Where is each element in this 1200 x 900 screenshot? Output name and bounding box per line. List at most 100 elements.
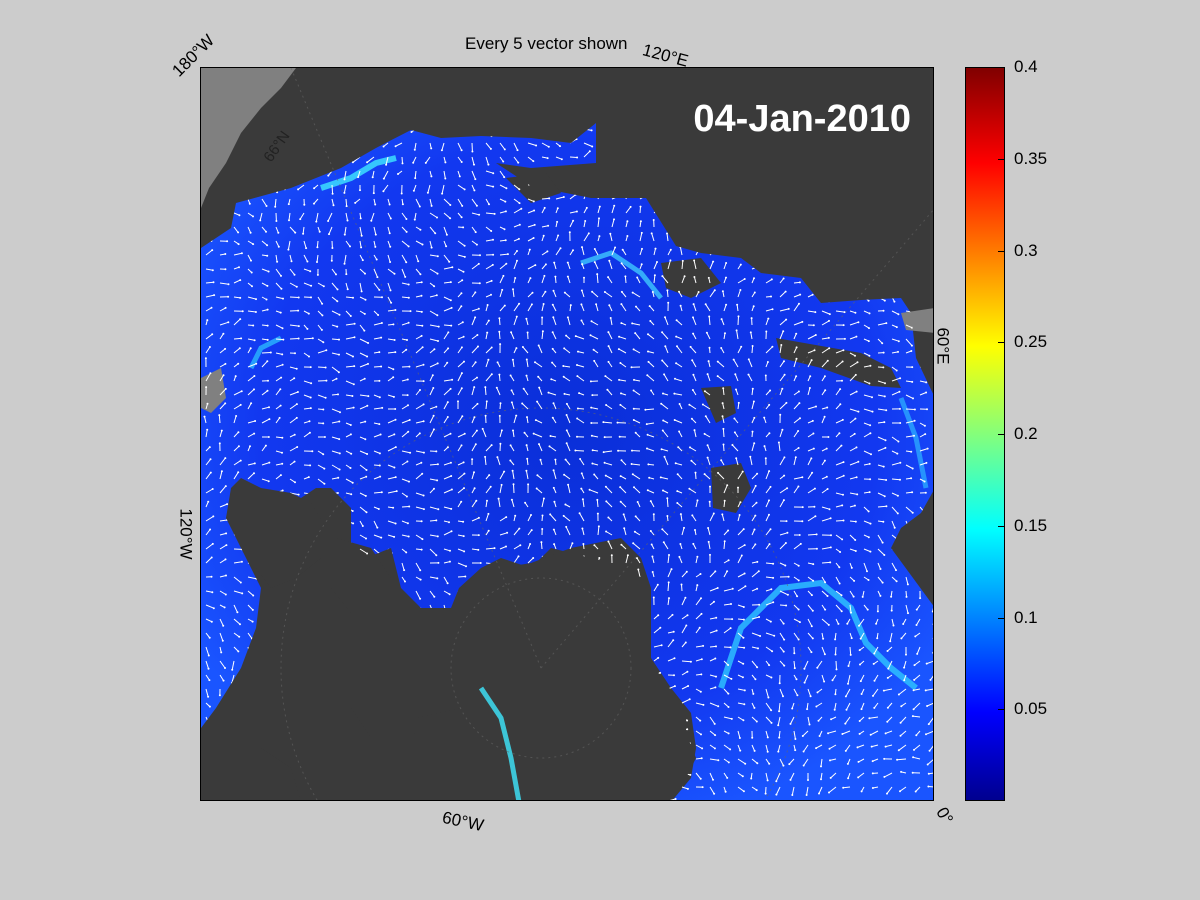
drift-vector-head <box>394 145 397 148</box>
drift-vector <box>275 388 281 396</box>
drift-vector-head <box>810 594 813 597</box>
drift-vector-head <box>287 203 290 206</box>
drift-vector-head <box>679 513 682 516</box>
drift-vector-head <box>930 77 932 79</box>
drift-vector <box>905 268 909 275</box>
drift-vector <box>877 212 881 219</box>
drift-vector-head <box>795 375 798 378</box>
drift-vector-head <box>210 227 213 230</box>
drift-vector <box>499 253 508 256</box>
drift-vector <box>427 184 431 193</box>
drift-vector <box>821 590 828 597</box>
drift-vector <box>793 321 803 326</box>
drift-vector-head <box>794 456 797 459</box>
drift-vector <box>510 445 515 452</box>
drift-vector-head <box>279 404 282 407</box>
drift-vector-head <box>661 528 664 531</box>
drift-vector-head <box>786 531 789 534</box>
drift-vector <box>443 388 451 396</box>
drift-vector <box>626 87 633 91</box>
drift-vector-head <box>417 260 420 263</box>
drift-vector-head <box>839 388 842 391</box>
drift-vector <box>429 660 433 670</box>
drift-vector-head <box>525 444 528 447</box>
drift-vector <box>528 73 533 77</box>
drift-vector <box>499 532 508 536</box>
drift-vector-head <box>867 340 870 343</box>
drift-vector <box>383 660 389 665</box>
drift-vector <box>765 266 775 270</box>
drift-vector-head <box>598 193 601 196</box>
drift-vector <box>737 402 740 410</box>
drift-vector-head <box>674 170 677 173</box>
drift-vector-head <box>854 539 857 541</box>
drift-vector-head <box>723 540 726 543</box>
drift-vector <box>778 702 781 712</box>
drift-vector <box>303 432 311 438</box>
drift-vector-head <box>465 565 467 568</box>
drift-vector-head <box>213 294 216 297</box>
drift-vector-head <box>884 382 886 385</box>
drift-vector <box>499 275 504 284</box>
drift-vector <box>807 488 816 494</box>
drift-vector-head <box>496 361 499 364</box>
drift-vector-head <box>248 202 251 205</box>
drift-vector-head <box>221 639 224 642</box>
drift-vector <box>873 702 879 709</box>
drift-vector-head <box>915 624 918 626</box>
drift-vector-head <box>328 118 330 120</box>
drift-vector <box>765 250 773 256</box>
drift-vector <box>646 422 655 425</box>
drift-vector <box>415 198 421 207</box>
drift-vector <box>396 128 403 134</box>
drift-vector-head <box>782 650 785 653</box>
drift-vector-head <box>394 476 397 479</box>
drift-vector <box>471 443 477 452</box>
drift-vector <box>846 702 851 710</box>
drift-vector <box>256 702 263 710</box>
drift-vector-head <box>237 445 240 448</box>
drift-vector-head <box>893 300 896 303</box>
drift-vector-head <box>685 570 688 573</box>
drift-vector <box>633 419 641 424</box>
drift-vector-head <box>560 158 563 161</box>
drift-vector-head <box>716 375 719 378</box>
drift-vector-head <box>486 304 489 306</box>
drift-vector-head <box>578 392 581 395</box>
drift-vector <box>639 232 643 242</box>
drift-vector-head <box>504 239 507 242</box>
drift-vector-head <box>445 245 448 248</box>
drift-vector-head <box>658 142 661 145</box>
drift-vector-head <box>526 331 529 334</box>
drift-vector-head <box>632 407 635 410</box>
drift-vector-head <box>927 367 930 370</box>
drift-vector-head <box>842 324 845 327</box>
drift-vector <box>632 322 641 326</box>
drift-vector-head <box>517 555 520 558</box>
drift-vector-head <box>662 489 664 492</box>
drift-vector-head <box>385 163 388 166</box>
drift-vector <box>565 526 571 536</box>
drift-vector-head <box>916 652 919 655</box>
drift-vector <box>734 374 739 382</box>
drift-vector-head <box>843 75 845 77</box>
drift-vector-head <box>313 187 316 190</box>
drift-vector <box>625 141 635 144</box>
drift-vector <box>607 276 613 284</box>
drift-vector-head <box>808 387 811 389</box>
drift-vector <box>862 170 865 180</box>
drift-vector <box>359 240 362 248</box>
drift-vector-head <box>601 139 604 142</box>
drift-vector-head <box>264 444 267 447</box>
drift-vector-head <box>281 436 284 439</box>
drift-vector-head <box>254 420 257 422</box>
drift-vector-head <box>378 452 381 455</box>
drift-vector <box>717 375 725 382</box>
drift-vector-head <box>899 377 902 380</box>
drift-vector <box>849 646 852 655</box>
drift-vector-head <box>810 651 813 654</box>
drift-vector <box>246 184 249 194</box>
drift-vector-head <box>456 132 458 135</box>
drift-vector-head <box>846 188 849 191</box>
drift-vector-head <box>376 526 379 529</box>
